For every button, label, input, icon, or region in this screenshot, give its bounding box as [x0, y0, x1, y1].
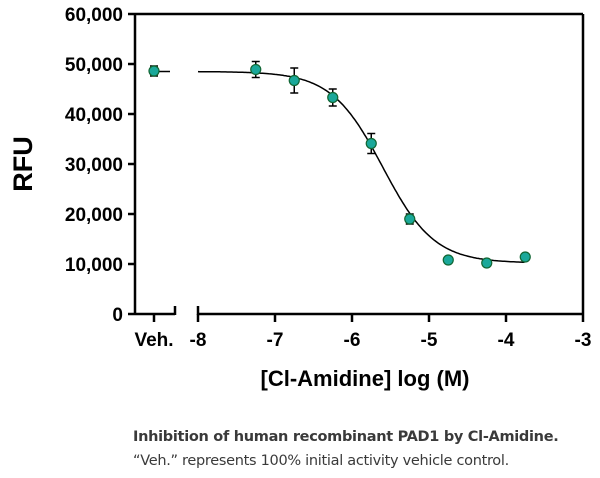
- data-point: [288, 74, 300, 87]
- x-axis-label: [Cl-Amidine] log (M): [261, 366, 470, 391]
- x-tick-label: -8: [190, 330, 207, 351]
- y-tick-label: 20,000: [65, 205, 123, 226]
- data-point: [404, 213, 416, 225]
- x-tick-label: -7: [267, 330, 284, 351]
- x-tick-label: -5: [421, 330, 438, 351]
- data-point: [442, 254, 454, 266]
- caption-title: Inhibition of human recombinant PAD1 by …: [133, 429, 559, 445]
- vehicle-point: [148, 65, 160, 77]
- caption-note: “Veh.” represents 100% initial activity …: [133, 453, 509, 469]
- x-tick-label: -3: [575, 330, 592, 351]
- y-tick-label: 50,000: [65, 55, 123, 76]
- y-tick-label: 10,000: [65, 255, 123, 276]
- y-tick-label: 0: [112, 305, 123, 326]
- x-tick-label: -6: [344, 330, 361, 351]
- y-tick-label: 30,000: [65, 155, 123, 176]
- x-tick-label-vehicle: Veh.: [134, 330, 173, 351]
- data-point: [250, 63, 262, 76]
- data-point: [365, 137, 377, 150]
- fit-curve: [197, 70, 525, 263]
- data-point: [327, 91, 339, 104]
- x-tick-label: -4: [498, 330, 515, 351]
- y-axis-label: RFU: [8, 136, 38, 192]
- chart: 0 10,000 20,000 30,000 40,000 50,000 60,000 -8 -…: [8, 5, 592, 391]
- y-tick-label: 60,000: [65, 5, 123, 26]
- data-point: [481, 257, 493, 269]
- y-tick-label: 40,000: [65, 105, 123, 126]
- data-point: [519, 251, 531, 263]
